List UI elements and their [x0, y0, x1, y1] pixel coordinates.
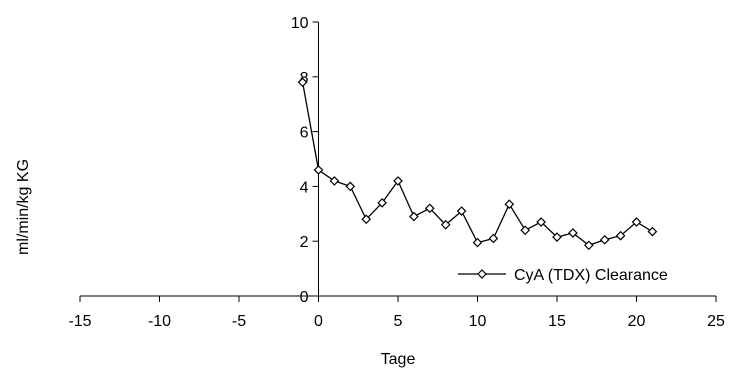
y-tick-label: 0: [300, 289, 309, 306]
data-point: [583, 240, 594, 251]
legend-marker-swatch: [477, 269, 487, 279]
x-tick-label: 5: [394, 313, 403, 330]
data-point: [536, 217, 546, 227]
y-tick-label: 8: [300, 70, 309, 87]
legend-label: CyA (TDX) Clearance: [514, 267, 668, 284]
data-point: [647, 226, 658, 237]
data-point: [472, 237, 483, 248]
data-point: [456, 206, 467, 216]
data-point: [599, 234, 610, 245]
data-point: [568, 228, 578, 238]
data-point: [552, 232, 562, 242]
data-point: [440, 219, 451, 230]
x-tick-label: 15: [548, 313, 566, 330]
y-tick-label: 4: [300, 179, 309, 196]
x-tick-label: 10: [469, 313, 487, 330]
x-tick-label: 25: [707, 313, 725, 330]
y-axis-title: ml/min/kg KG: [15, 159, 32, 255]
data-point: [345, 181, 356, 192]
data-point: [488, 233, 499, 244]
y-tick-label: 6: [300, 125, 309, 142]
data-point: [409, 211, 419, 222]
data-point: [520, 225, 531, 236]
data-point: [631, 217, 642, 227]
x-tick-label: -10: [148, 313, 171, 330]
series-line: [301, 82, 653, 247]
data-point: [615, 230, 626, 241]
y-tick-label: 2: [300, 234, 309, 251]
data-point: [313, 165, 324, 175]
data-point: [377, 197, 387, 208]
series-layer: [297, 77, 658, 251]
x-axis-title: Tage: [381, 351, 416, 368]
data-point: [504, 199, 515, 210]
data-point: [329, 176, 340, 186]
x-tick-label: -5: [232, 313, 246, 330]
data-point: [393, 176, 403, 186]
data-point: [361, 214, 372, 225]
y-tick-label: 10: [291, 15, 309, 32]
x-axis-ticks: -15 -10 -5 0 5 10 15 20 25: [68, 296, 725, 330]
y-axis-ticks: 0 2 4 6 8 10: [291, 15, 319, 306]
axes: [80, 22, 716, 297]
data-point: [297, 77, 308, 88]
legend: CyA (TDX) Clearance: [458, 267, 668, 284]
x-tick-label: 0: [314, 313, 323, 330]
x-tick-label: 20: [628, 313, 646, 330]
data-point: [424, 203, 435, 214]
x-tick-label: -15: [68, 313, 91, 330]
